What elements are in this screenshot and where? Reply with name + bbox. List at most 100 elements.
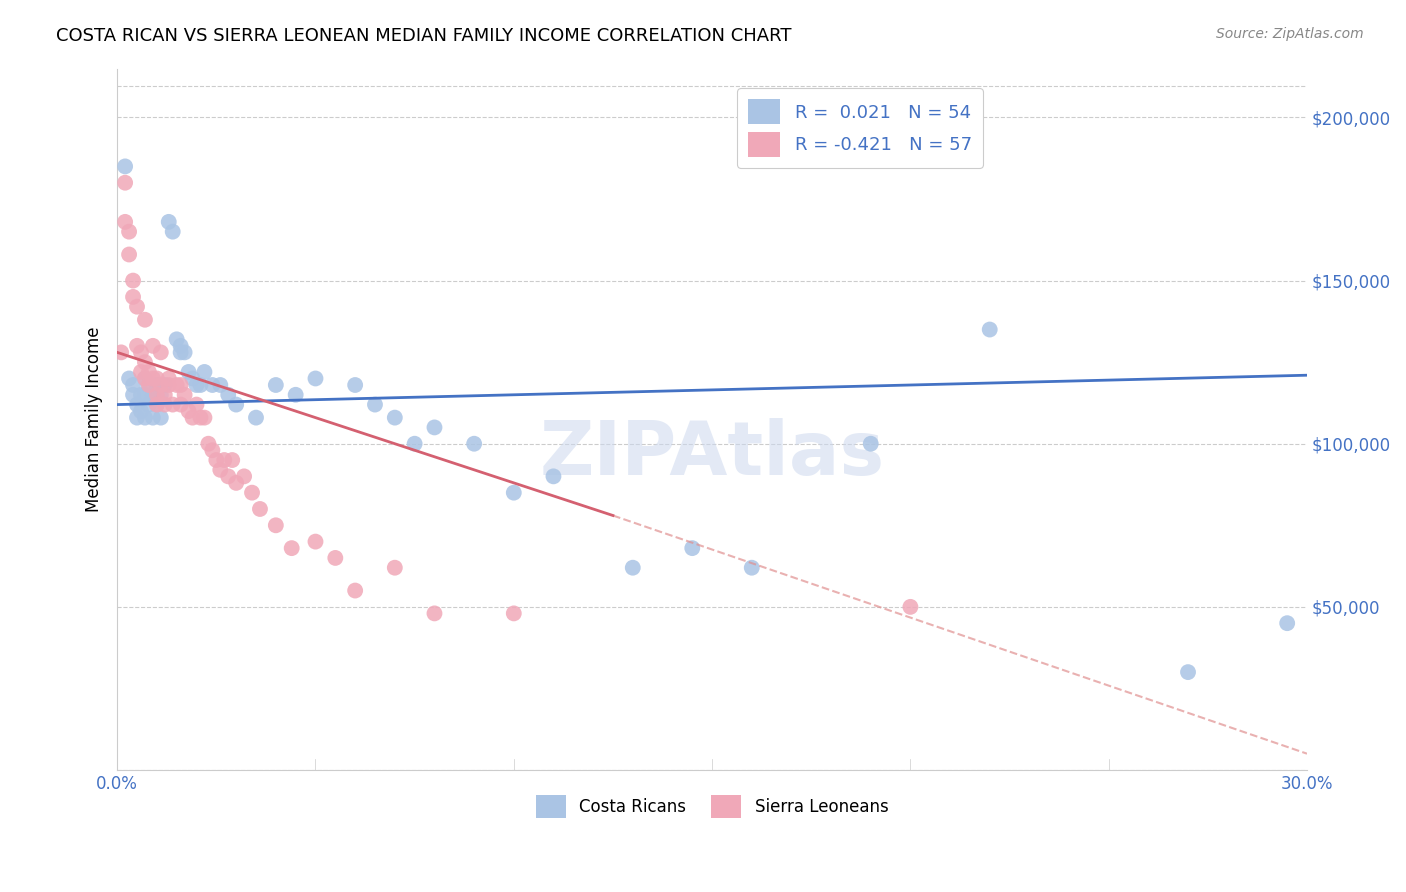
Text: ZIPAtlas: ZIPAtlas	[540, 417, 884, 491]
Point	[142, 371, 165, 385]
Point	[240, 485, 263, 500]
Point	[129, 388, 152, 402]
Point	[681, 541, 703, 556]
Point	[138, 378, 160, 392]
Point	[201, 443, 224, 458]
Point	[423, 420, 446, 434]
Point	[142, 410, 165, 425]
Point	[169, 378, 191, 392]
Point	[193, 365, 215, 379]
Point	[129, 345, 152, 359]
Point	[146, 371, 169, 385]
Point	[181, 410, 204, 425]
Point	[169, 339, 191, 353]
Point	[221, 453, 243, 467]
Point	[249, 502, 271, 516]
Point	[209, 463, 232, 477]
Point	[284, 388, 307, 402]
Point	[134, 388, 156, 402]
Point	[118, 371, 141, 385]
Point	[502, 607, 524, 621]
Point	[344, 583, 367, 598]
Point	[423, 607, 446, 621]
Point	[186, 378, 208, 392]
Point	[153, 398, 176, 412]
Point	[162, 398, 184, 412]
Point	[859, 436, 882, 450]
Point	[463, 436, 485, 450]
Point	[190, 410, 212, 425]
Point	[177, 365, 200, 379]
Point	[125, 339, 148, 353]
Point	[129, 404, 152, 418]
Point	[190, 378, 212, 392]
Point	[114, 176, 136, 190]
Point	[166, 378, 188, 392]
Point	[146, 378, 169, 392]
Point	[157, 215, 180, 229]
Point	[122, 274, 145, 288]
Point	[502, 485, 524, 500]
Point	[364, 398, 387, 412]
Point	[129, 365, 152, 379]
Y-axis label: Median Family Income: Median Family Income	[86, 326, 103, 512]
Point	[134, 355, 156, 369]
Point	[404, 436, 426, 450]
Point	[153, 388, 176, 402]
Point	[149, 410, 172, 425]
Point	[138, 365, 160, 379]
Point	[621, 560, 644, 574]
Point	[142, 339, 165, 353]
Point	[114, 160, 136, 174]
Point	[214, 453, 236, 467]
Point	[138, 398, 160, 412]
Point	[384, 410, 406, 425]
Point	[177, 404, 200, 418]
Point	[122, 290, 145, 304]
Point	[225, 398, 247, 412]
Point	[1177, 665, 1199, 679]
Point	[280, 541, 302, 556]
Point	[543, 469, 565, 483]
Point	[186, 398, 208, 412]
Point	[900, 599, 922, 614]
Point	[173, 345, 195, 359]
Point	[118, 247, 141, 261]
Text: COSTA RICAN VS SIERRA LEONEAN MEDIAN FAMILY INCOME CORRELATION CHART: COSTA RICAN VS SIERRA LEONEAN MEDIAN FAM…	[56, 27, 792, 45]
Point	[157, 378, 180, 392]
Point	[264, 378, 287, 392]
Text: Source: ZipAtlas.com: Source: ZipAtlas.com	[1216, 27, 1364, 41]
Point	[125, 410, 148, 425]
Point	[110, 345, 132, 359]
Point	[384, 560, 406, 574]
Point	[149, 345, 172, 359]
Point	[193, 410, 215, 425]
Point	[169, 398, 191, 412]
Point	[169, 345, 191, 359]
Point	[1275, 616, 1298, 631]
Point	[181, 371, 204, 385]
Point	[344, 378, 367, 392]
Point	[173, 388, 195, 402]
Point	[125, 398, 148, 412]
Point	[979, 322, 1001, 336]
Point	[114, 215, 136, 229]
Point	[157, 371, 180, 385]
Point	[217, 388, 239, 402]
Point	[741, 560, 763, 574]
Point	[134, 312, 156, 326]
Point	[197, 436, 219, 450]
Point	[125, 300, 148, 314]
Point	[162, 225, 184, 239]
Point	[304, 534, 326, 549]
Point	[142, 388, 165, 402]
Point	[264, 518, 287, 533]
Legend: Costa Ricans, Sierra Leoneans: Costa Ricans, Sierra Leoneans	[529, 788, 896, 825]
Point	[149, 378, 172, 392]
Point	[217, 469, 239, 483]
Point	[134, 410, 156, 425]
Point	[304, 371, 326, 385]
Point	[166, 332, 188, 346]
Point	[146, 398, 169, 412]
Point	[134, 371, 156, 385]
